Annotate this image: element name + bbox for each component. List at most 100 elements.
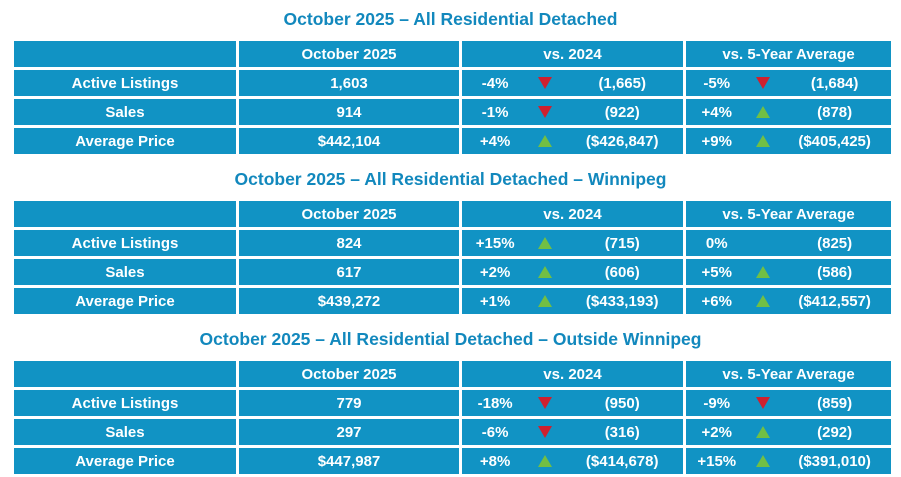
table-row: Average Price $439,272 +1% ($433,193) +6… bbox=[11, 285, 894, 317]
pct-change: -4% bbox=[481, 74, 509, 92]
data-table: October 2025 vs. 2024 vs. 5-Year Average… bbox=[11, 38, 894, 157]
current-value: 617 bbox=[236, 256, 462, 288]
comparison-value: (1,684) bbox=[810, 74, 859, 92]
header-vs-2024: vs. 2024 bbox=[459, 198, 686, 230]
pct-change: +15% bbox=[697, 452, 737, 470]
row-label: Active Listings bbox=[11, 227, 239, 259]
row-label: Active Listings bbox=[11, 387, 239, 419]
header-vs-5yr: vs. 5-Year Average bbox=[683, 198, 894, 230]
trend-arrow-icon bbox=[748, 77, 779, 89]
section-title: October 2025 – All Residential Detached bbox=[283, 9, 618, 29]
trend-arrow-icon bbox=[528, 295, 561, 307]
vs-2024-cell: -18% (950) bbox=[459, 387, 686, 419]
table-row: Sales 617 +2% (606) +5% (586) bbox=[11, 256, 894, 288]
trend-arrow-icon bbox=[528, 106, 561, 118]
table-row: Sales 914 -1% (922) +4% (878) bbox=[11, 96, 894, 128]
comparison-value: (878) bbox=[817, 103, 853, 121]
trend-arrow-icon bbox=[748, 295, 779, 307]
comparison-value: (922) bbox=[604, 103, 640, 121]
trend-arrow-icon bbox=[528, 266, 561, 278]
trend-arrow-icon bbox=[748, 455, 779, 467]
row-label: Average Price bbox=[11, 285, 239, 317]
trend-arrow-icon bbox=[528, 455, 561, 467]
header-current-month: October 2025 bbox=[236, 38, 462, 70]
row-label: Average Price bbox=[11, 445, 239, 477]
comparison-value: ($433,193) bbox=[585, 292, 659, 310]
trend-arrow-icon bbox=[528, 237, 561, 249]
comparison-value: (606) bbox=[604, 263, 640, 281]
header-vs-2024: vs. 2024 bbox=[459, 38, 686, 70]
comparison-value: (950) bbox=[604, 394, 640, 412]
vs-5yr-cell: 0% (825) bbox=[683, 227, 894, 259]
header-current-month: October 2025 bbox=[236, 198, 462, 230]
header-blank bbox=[11, 38, 239, 70]
row-label: Sales bbox=[11, 256, 239, 288]
vs-2024-cell: -4% (1,665) bbox=[459, 67, 686, 99]
data-table: October 2025 vs. 2024 vs. 5-Year Average… bbox=[11, 358, 894, 477]
row-label: Average Price bbox=[11, 125, 239, 157]
vs-5yr-cell: +15% ($391,010) bbox=[683, 445, 894, 477]
vs-2024-cell: +8% ($414,678) bbox=[459, 445, 686, 477]
trend-arrow-icon bbox=[528, 426, 561, 438]
header-row: October 2025 vs. 2024 vs. 5-Year Average bbox=[11, 358, 894, 390]
pct-change: +5% bbox=[701, 263, 732, 281]
current-value: $439,272 bbox=[236, 285, 462, 317]
current-value: 914 bbox=[236, 96, 462, 128]
vs-2024-cell: -1% (922) bbox=[459, 96, 686, 128]
vs-5yr-cell: +5% (586) bbox=[683, 256, 894, 288]
row-label: Active Listings bbox=[11, 67, 239, 99]
pct-change: +2% bbox=[479, 263, 511, 281]
table-section-outside-winnipeg: October 2025 – All Residential Detached … bbox=[0, 317, 901, 477]
trend-arrow-icon bbox=[748, 426, 779, 438]
vs-5yr-cell: +6% ($412,557) bbox=[683, 285, 894, 317]
header-vs-5yr: vs. 5-Year Average bbox=[683, 38, 894, 70]
table-section-all: October 2025 – All Residential Detached … bbox=[0, 0, 901, 157]
row-label: Sales bbox=[11, 96, 239, 128]
data-table: October 2025 vs. 2024 vs. 5-Year Average… bbox=[11, 198, 894, 317]
table-row: Active Listings 1,603 -4% (1,665) -5% (1… bbox=[11, 67, 894, 99]
current-value: $447,987 bbox=[236, 445, 462, 477]
current-value: 824 bbox=[236, 227, 462, 259]
vs-2024-cell: +1% ($433,193) bbox=[459, 285, 686, 317]
trend-arrow-icon bbox=[748, 397, 779, 409]
table-row: Sales 297 -6% (316) +2% (292) bbox=[11, 416, 894, 448]
vs-2024-cell: +4% ($426,847) bbox=[459, 125, 686, 157]
vs-5yr-cell: +9% ($405,425) bbox=[683, 125, 894, 157]
vs-5yr-cell: +2% (292) bbox=[683, 416, 894, 448]
pct-change: +9% bbox=[701, 132, 732, 150]
pct-change: +15% bbox=[475, 234, 515, 252]
table-section-winnipeg: October 2025 – All Residential Detached … bbox=[0, 157, 901, 317]
vs-2024-cell: -6% (316) bbox=[459, 416, 686, 448]
pct-change: +2% bbox=[701, 423, 732, 441]
comparison-value: (292) bbox=[817, 423, 853, 441]
vs-5yr-cell: -5% (1,684) bbox=[683, 67, 894, 99]
comparison-value: ($391,010) bbox=[798, 452, 871, 470]
trend-arrow-icon bbox=[748, 135, 779, 147]
pct-change: -1% bbox=[481, 103, 509, 121]
comparison-value: ($405,425) bbox=[798, 132, 871, 150]
row-label: Sales bbox=[11, 416, 239, 448]
section-title: October 2025 – All Residential Detached … bbox=[199, 329, 702, 349]
comparison-value: (316) bbox=[604, 423, 640, 441]
comparison-value: (1,665) bbox=[598, 74, 646, 92]
table-row: Active Listings 824 +15% (715) 0% (825) bbox=[11, 227, 894, 259]
pct-change: -5% bbox=[703, 74, 731, 92]
comparison-value: (859) bbox=[817, 394, 853, 412]
header-vs-5yr: vs. 5-Year Average bbox=[683, 358, 894, 390]
table-row: Active Listings 779 -18% (950) -9% (859) bbox=[11, 387, 894, 419]
comparison-value: (825) bbox=[817, 234, 853, 252]
section-title: October 2025 – All Residential Detached … bbox=[234, 169, 667, 189]
trend-arrow-icon bbox=[528, 77, 561, 89]
trend-arrow-icon bbox=[748, 266, 779, 278]
trend-arrow-icon bbox=[748, 106, 779, 118]
vs-2024-cell: +2% (606) bbox=[459, 256, 686, 288]
current-value: 779 bbox=[236, 387, 462, 419]
vs-2024-cell: +15% (715) bbox=[459, 227, 686, 259]
current-value: 297 bbox=[236, 416, 462, 448]
header-blank bbox=[11, 358, 239, 390]
pct-change: +6% bbox=[701, 292, 732, 310]
comparison-value: (586) bbox=[817, 263, 853, 281]
pct-change: -6% bbox=[481, 423, 509, 441]
vs-5yr-cell: -9% (859) bbox=[683, 387, 894, 419]
